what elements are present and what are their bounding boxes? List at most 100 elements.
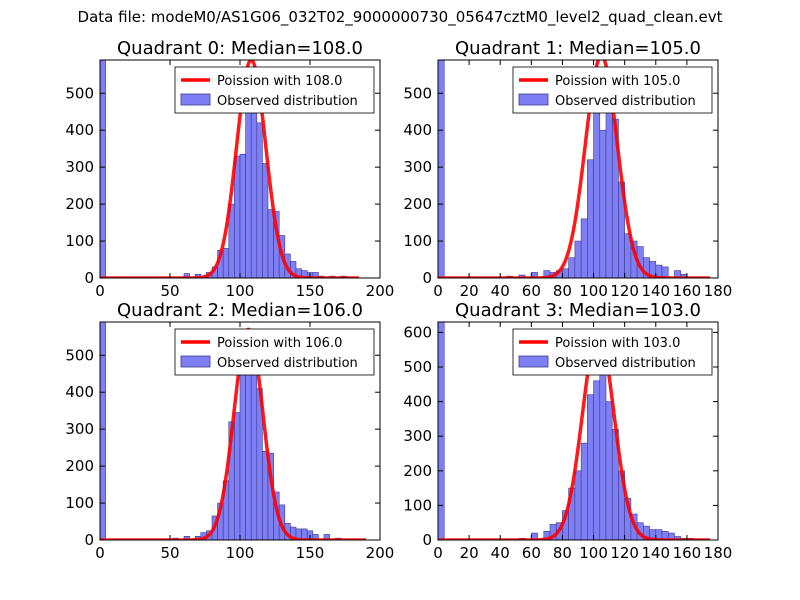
legend: Poission with 108.0 Observed distribution: [174, 66, 375, 114]
histogram-bar: [267, 209, 274, 278]
histogram-bar: [574, 240, 582, 278]
histogram-bar: [599, 129, 607, 278]
y-tick-label: 0: [84, 269, 94, 287]
histogram-bar: [312, 272, 319, 278]
histogram-bar: [239, 153, 246, 278]
x-tick-label: 100: [226, 544, 255, 562]
x-tick-label: 160: [673, 282, 702, 300]
quadrant-0-panel: 0 50 100 150 200 0 100 200 300 400 500 Quadrant 0: …: [65, 38, 394, 300]
x-tick-label: 200: [366, 544, 395, 562]
y-tick-label: 600: [403, 323, 432, 341]
y-tick-label: 200: [65, 457, 94, 475]
histogram-bar: [256, 122, 263, 278]
y-tick-label: 100: [403, 496, 432, 514]
x-tick-label: 100: [579, 544, 608, 562]
x-tick-label: 0: [95, 282, 105, 300]
y-tick-label: 0: [84, 531, 94, 549]
x-tick-label: 140: [641, 544, 670, 562]
histogram-bar: [587, 394, 594, 540]
legend-entry-fit: Poission with 108.0: [217, 74, 342, 89]
x-tick-label: 140: [641, 282, 670, 300]
histogram-bar: [250, 92, 258, 278]
legend-entry-histogram: Observed distribution: [555, 356, 696, 371]
figure-suptitle: Data file: modeM0/AS1G06_032T02_90000007…: [77, 8, 723, 26]
histogram-bar: [250, 351, 258, 540]
histogram-bar: [593, 111, 601, 278]
x-tick-label: 120: [610, 544, 639, 562]
axes-frame: [437, 321, 719, 541]
histogram-bar: [323, 534, 330, 540]
x-tick-label: 100: [226, 282, 255, 300]
histogram-bar: [580, 218, 588, 278]
y-tick-label: 200: [65, 195, 94, 213]
y-tick-label: 200: [403, 462, 432, 480]
legend: Poission with 103.0 Observed distribution: [512, 328, 713, 376]
x-tick-label: 180: [704, 544, 733, 562]
legend-entry-histogram: Observed distribution: [217, 356, 358, 371]
legend-entry-fit: Poission with 105.0: [555, 74, 680, 89]
quadrant-1-panel: 0 20 40 60 80 100 120 140 160 1800100200300400500…: [403, 38, 732, 300]
legend-entry-histogram: Observed distribution: [217, 94, 358, 109]
quadrant-3-panel: 0 20 40 60 80 100 120 140 160 1800100200300400500…: [403, 300, 732, 562]
legend-entry-fit: Poission with 103.0: [555, 336, 680, 351]
histogram-bar: [262, 163, 269, 278]
histogram-bar: [100, 60, 106, 278]
panel-title: Quadrant 0: Median=108.0: [117, 38, 363, 59]
y-tick-label: 300: [65, 420, 94, 438]
y-tick-label: 300: [403, 427, 432, 445]
legend-entry-histogram: Observed distribution: [555, 94, 696, 109]
poisson-fit-line: [100, 327, 366, 540]
y-tick-label: 500: [403, 358, 432, 376]
legend: Poission with 105.0 Observed distribution: [512, 66, 713, 114]
histogram-bar: [183, 536, 190, 540]
x-tick-label: 60: [522, 282, 541, 300]
x-tick-label: 40: [491, 544, 510, 562]
y-tick-label: 100: [65, 494, 94, 512]
x-tick-label: 80: [553, 282, 572, 300]
x-tick-label: 150: [296, 544, 325, 562]
y-tick-label: 500: [403, 84, 432, 102]
histogram-bar: [580, 442, 588, 540]
panel-title: Quadrant 3: Median=103.0: [455, 300, 701, 321]
axes-frame: [437, 59, 719, 279]
histogram-bar: [438, 322, 445, 540]
y-tick-label: 400: [65, 383, 94, 401]
x-tick-label: 0: [433, 544, 443, 562]
x-tick-label: 60: [522, 544, 541, 562]
legend-bar-swatch: [518, 93, 549, 106]
histogram-bar: [245, 85, 252, 278]
histogram-bar: [234, 155, 241, 278]
y-tick-label: 0: [422, 531, 432, 549]
y-tick-label: 300: [403, 158, 432, 176]
x-tick-label: 120: [610, 282, 639, 300]
panel-title: Quadrant 2: Median=106.0: [117, 300, 363, 321]
x-tick-label: 100: [579, 282, 608, 300]
y-tick-label: 100: [403, 232, 432, 250]
x-tick-label: 80: [553, 544, 572, 562]
x-tick-label: 40: [491, 282, 510, 300]
y-tick-label: 400: [65, 121, 94, 139]
y-tick-label: 400: [403, 393, 432, 411]
histogram-bar: [593, 380, 601, 540]
histogram-bar: [599, 373, 607, 540]
y-tick-label: 300: [65, 158, 94, 176]
legend-entry-fit: Poission with 106.0: [217, 336, 342, 351]
histogram-bar: [568, 257, 576, 278]
x-tick-label: 180: [704, 282, 733, 300]
legend-bar-swatch: [180, 93, 211, 106]
y-tick-label: 0: [422, 269, 432, 287]
y-tick-label: 200: [403, 195, 432, 213]
y-tick-label: 500: [65, 84, 94, 102]
histogram-bar: [587, 159, 594, 278]
histogram-bar: [438, 60, 445, 278]
x-tick-label: 20: [460, 544, 479, 562]
panel-title: Quadrant 1: Median=105.0: [455, 38, 701, 59]
histogram-bar: [605, 401, 613, 540]
x-tick-label: 0: [95, 544, 105, 562]
y-tick-label: 100: [65, 232, 94, 250]
x-tick-label: 50: [160, 544, 179, 562]
histogram-bar: [574, 470, 582, 540]
legend-bar-swatch: [518, 355, 549, 368]
histogram-bar: [222, 248, 230, 278]
